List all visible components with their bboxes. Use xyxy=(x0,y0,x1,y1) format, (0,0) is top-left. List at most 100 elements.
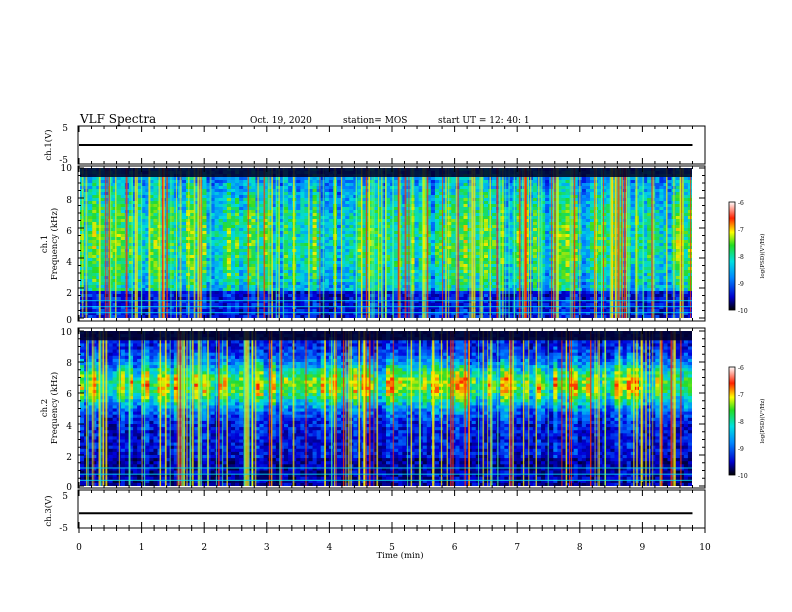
spectrogram-cell xyxy=(288,261,293,265)
spectrogram-cell xyxy=(169,267,175,271)
spectrogram-cell xyxy=(345,228,350,232)
spectrogram-cell xyxy=(430,228,436,232)
spectrogram-cell xyxy=(153,264,159,268)
spectrogram-cell xyxy=(386,249,391,253)
spectrogram-cell xyxy=(573,258,579,262)
spectrogram-cell xyxy=(598,225,603,229)
spectrogram-cell xyxy=(100,231,106,235)
spectrogram-cell xyxy=(226,237,232,241)
spectrogram-cell xyxy=(365,219,371,223)
spectrogram-cell xyxy=(524,228,530,232)
spectrogram-cell xyxy=(169,225,175,229)
spectrogram-cell xyxy=(361,258,367,262)
spectrogram-cell xyxy=(230,192,236,196)
spectrogram-cell xyxy=(308,207,314,211)
spectrogram-cell xyxy=(508,237,514,241)
spectrogram-cell xyxy=(483,192,489,196)
spectrogram-cell xyxy=(386,204,391,208)
spectrogram-cell xyxy=(137,252,142,256)
spectrogram-cell xyxy=(606,228,611,232)
spectrogram-cell xyxy=(386,225,391,229)
spectrogram-cell xyxy=(194,255,199,259)
spectrogram-cell xyxy=(263,249,269,253)
spectrogram-cell xyxy=(561,258,567,262)
spectrogram-cell xyxy=(418,219,424,223)
spectrogram-cell xyxy=(638,222,644,226)
spectrogram-cell xyxy=(565,180,571,184)
spectrogram-cell xyxy=(149,186,155,190)
spectrogram-cell xyxy=(483,216,489,220)
spectrogram-cell xyxy=(430,192,436,196)
spectrogram-cell xyxy=(300,252,305,256)
spectrogram-cell xyxy=(430,249,436,253)
spectrogram-cell xyxy=(312,201,318,205)
spectrogram-cell xyxy=(120,198,126,202)
spectrogram-cell xyxy=(630,180,636,184)
spectrogram-cell xyxy=(459,231,465,235)
spectrogram-cell xyxy=(149,198,155,202)
spectrogram-cell xyxy=(128,195,134,199)
spectrogram-cell xyxy=(414,243,420,247)
spectrogram-cell xyxy=(128,198,134,202)
spectrogram-cell xyxy=(361,261,367,265)
spectrogram-cell xyxy=(439,177,444,181)
spectrogram-cell xyxy=(349,198,354,202)
spectrogram-cell xyxy=(235,180,240,184)
spectrogram-cell xyxy=(288,180,293,184)
spectrogram-cell xyxy=(349,195,354,199)
spectrogram-cell xyxy=(116,249,122,253)
spectrogram-cell xyxy=(541,240,546,244)
spectrogram-cell xyxy=(630,219,636,223)
spectrogram-cell xyxy=(565,207,571,211)
spectrogram-cell xyxy=(394,180,399,184)
spectrogram-cell xyxy=(312,219,318,223)
spectrogram-cell xyxy=(345,261,350,265)
spectrogram-cell xyxy=(226,198,232,202)
spectrogram-cell xyxy=(447,210,452,214)
spectrogram-cell xyxy=(120,249,126,253)
spectrogram-cell xyxy=(663,219,669,223)
spectrogram-cell xyxy=(190,234,195,238)
spectrogram-cell xyxy=(675,240,681,244)
spectrogram-cell xyxy=(630,201,636,205)
spectrogram-cell xyxy=(210,222,216,226)
spectrogram-cell xyxy=(463,252,469,256)
spectrogram-cell xyxy=(655,219,660,223)
spectrogram-cell xyxy=(345,195,350,199)
spectrogram-cell xyxy=(459,243,465,247)
spectrogram-cell xyxy=(377,261,383,265)
spectrogram-cell xyxy=(357,177,363,181)
spectrogram-cell xyxy=(414,198,420,202)
spectrogram-cell xyxy=(165,183,171,187)
spectrogram-cell xyxy=(345,252,350,256)
spectrogram-cell xyxy=(541,204,546,208)
spectrogram-cell xyxy=(116,237,122,241)
spectrogram-cell xyxy=(202,246,208,250)
spectrogram-cell xyxy=(284,213,289,217)
spectrogram-cell xyxy=(112,210,118,214)
spectrogram-cell xyxy=(557,225,563,229)
spectrogram-cell xyxy=(418,246,424,250)
spectrogram-cell xyxy=(239,249,244,253)
spectrogram-cell xyxy=(687,219,692,223)
spectrogram-cell xyxy=(104,261,110,265)
spectrogram-cell xyxy=(251,255,257,259)
spectrogram-cell xyxy=(483,258,489,262)
spectrogram-cell xyxy=(504,258,509,262)
spectrogram-cell xyxy=(585,258,591,262)
spectrogram-cell xyxy=(585,192,591,196)
spectrogram-cell xyxy=(235,219,240,223)
spectrogram-cell xyxy=(312,225,318,229)
spectrogram-cell xyxy=(141,195,146,199)
spectrogram-cell xyxy=(190,225,195,229)
spectrogram-cell xyxy=(504,216,509,220)
spectrogram-cell xyxy=(532,195,538,199)
spectrogram-cell xyxy=(675,255,681,259)
spectrogram-cell xyxy=(602,246,607,250)
spectrogram-cell xyxy=(312,198,318,202)
spectrogram-cell xyxy=(561,213,567,217)
spectrogram-cell xyxy=(434,216,440,220)
spectrogram-cell xyxy=(430,219,436,223)
spectrogram-cell xyxy=(169,231,175,235)
spectrogram-cell xyxy=(275,261,281,265)
